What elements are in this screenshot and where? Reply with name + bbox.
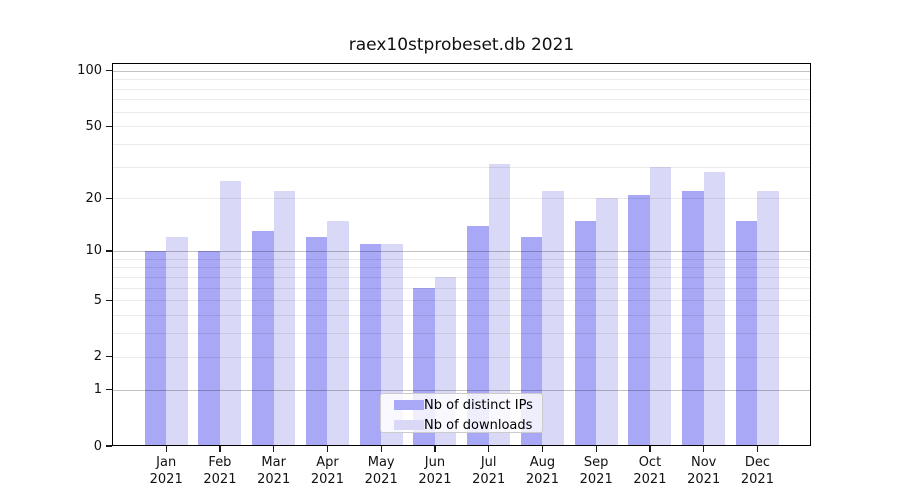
x-tick-year: 2021 xyxy=(633,472,667,487)
x-tick-label-aug: Aug 2021 xyxy=(510,454,574,488)
x-tick-label-sep: Sep 2021 xyxy=(564,454,628,488)
bar-downloads-jul xyxy=(488,164,511,446)
y-tick-label: 0 xyxy=(93,438,102,454)
x-tick-label-may: May 2021 xyxy=(349,454,413,488)
y-tick-mark xyxy=(106,197,112,199)
bar-distinct-ips-oct xyxy=(628,194,650,446)
bar-downloads-nov xyxy=(703,172,726,446)
bar-distinct-ips-jul xyxy=(467,225,489,446)
y-tick-mark xyxy=(106,356,112,358)
x-tick-label-apr: Apr 2021 xyxy=(295,454,359,488)
x-tick-month: Nov xyxy=(691,455,717,470)
bar-downloads-mar xyxy=(273,191,296,446)
y-tick-mark xyxy=(106,250,112,252)
x-tick-year: 2021 xyxy=(687,472,721,487)
x-tick-mark xyxy=(488,446,490,452)
legend-swatch-distinct-ips xyxy=(394,400,424,410)
x-tick-month: Aug xyxy=(529,455,556,470)
x-tick-mark xyxy=(165,446,167,452)
bar-downloads-sep xyxy=(596,198,618,446)
x-tick-label-oct: Oct 2021 xyxy=(618,454,682,488)
legend-label-distinct-ips: Nb of distinct IPs xyxy=(424,397,533,413)
x-tick-label-feb: Feb 2021 xyxy=(188,454,252,488)
x-tick-year: 2021 xyxy=(257,472,291,487)
y-tick-label: 100 xyxy=(77,63,102,79)
x-tick-mark xyxy=(649,446,651,452)
x-tick-mark xyxy=(380,446,382,452)
x-tick-year: 2021 xyxy=(472,472,506,487)
x-tick-year: 2021 xyxy=(579,472,613,487)
x-tick-month: Mar xyxy=(261,455,286,470)
bar-downloads-oct xyxy=(649,166,672,446)
y-tick-label: 50 xyxy=(85,118,102,134)
bar-downloads-aug xyxy=(542,191,564,446)
x-tick-mark xyxy=(541,446,544,452)
x-tick-month: Apr xyxy=(316,455,339,470)
x-tick-label-dec: Dec 2021 xyxy=(725,454,789,488)
y-tick-mark xyxy=(106,125,112,127)
bar-distinct-ips-jan xyxy=(144,251,167,446)
x-tick-month: Sep xyxy=(583,455,609,470)
bar-distinct-ips-sep xyxy=(574,220,597,446)
bars-layer xyxy=(112,63,811,446)
bar-distinct-ips-apr xyxy=(305,237,328,446)
y-tick-label: 5 xyxy=(93,292,102,308)
bar-distinct-ips-mar xyxy=(252,231,274,446)
x-tick-year: 2021 xyxy=(364,472,398,487)
x-tick-label-mar: Mar 2021 xyxy=(242,454,306,488)
x-tick-year: 2021 xyxy=(149,472,183,487)
legend-swatch-downloads xyxy=(394,420,424,430)
x-tick-year: 2021 xyxy=(418,472,452,487)
x-tick-month: Feb xyxy=(208,455,232,470)
y-tick-mark xyxy=(106,445,112,447)
y-tick-label: 20 xyxy=(85,190,102,206)
y-tick-mark xyxy=(106,299,112,301)
x-tick-label-jul: Jul 2021 xyxy=(457,454,521,488)
x-tick-mark xyxy=(273,446,275,452)
y-tick-label: 1 xyxy=(93,382,102,398)
x-tick-month: Jun xyxy=(424,455,446,470)
y-tick-mark xyxy=(106,389,112,391)
x-tick-month: Dec xyxy=(744,455,771,470)
x-tick-month: Jan xyxy=(156,455,177,470)
x-tick-label-jun: Jun 2021 xyxy=(403,454,467,488)
x-tick-year: 2021 xyxy=(310,472,344,487)
bar-downloads-apr xyxy=(327,220,349,446)
y-tick-label: 2 xyxy=(93,349,102,365)
bar-downloads-feb xyxy=(219,181,242,446)
bar-distinct-ips-may xyxy=(359,243,382,446)
y-tick-mark xyxy=(106,70,112,72)
legend-label-downloads: Nb of downloads xyxy=(424,417,533,433)
chart-title: raex10stprobeset.db 2021 xyxy=(348,35,575,55)
x-tick-mark xyxy=(756,446,759,452)
x-tick-year: 2021 xyxy=(525,472,559,487)
x-tick-year: 2021 xyxy=(740,472,774,487)
x-tick-label-jan: Jan 2021 xyxy=(134,454,198,488)
legend: Nb of distinct IPs Nb of downloads xyxy=(380,393,543,433)
x-tick-month: May xyxy=(367,455,395,470)
bar-distinct-ips-dec xyxy=(735,220,758,446)
bar-distinct-ips-feb xyxy=(198,251,220,446)
bar-distinct-ips-nov xyxy=(682,191,704,446)
x-tick-mark xyxy=(219,446,221,452)
bar-downloads-dec xyxy=(757,191,779,446)
x-tick-mark xyxy=(595,446,597,452)
x-tick-label-nov: Nov 2021 xyxy=(672,454,736,488)
x-tick-mark xyxy=(434,446,436,452)
x-tick-mark xyxy=(703,446,705,452)
y-tick-label: 10 xyxy=(85,243,102,259)
x-tick-year: 2021 xyxy=(203,472,237,487)
bar-downloads-jan xyxy=(166,237,188,446)
x-tick-month: Jul xyxy=(480,455,497,470)
x-tick-month: Oct xyxy=(638,455,662,470)
x-tick-mark xyxy=(326,446,329,452)
